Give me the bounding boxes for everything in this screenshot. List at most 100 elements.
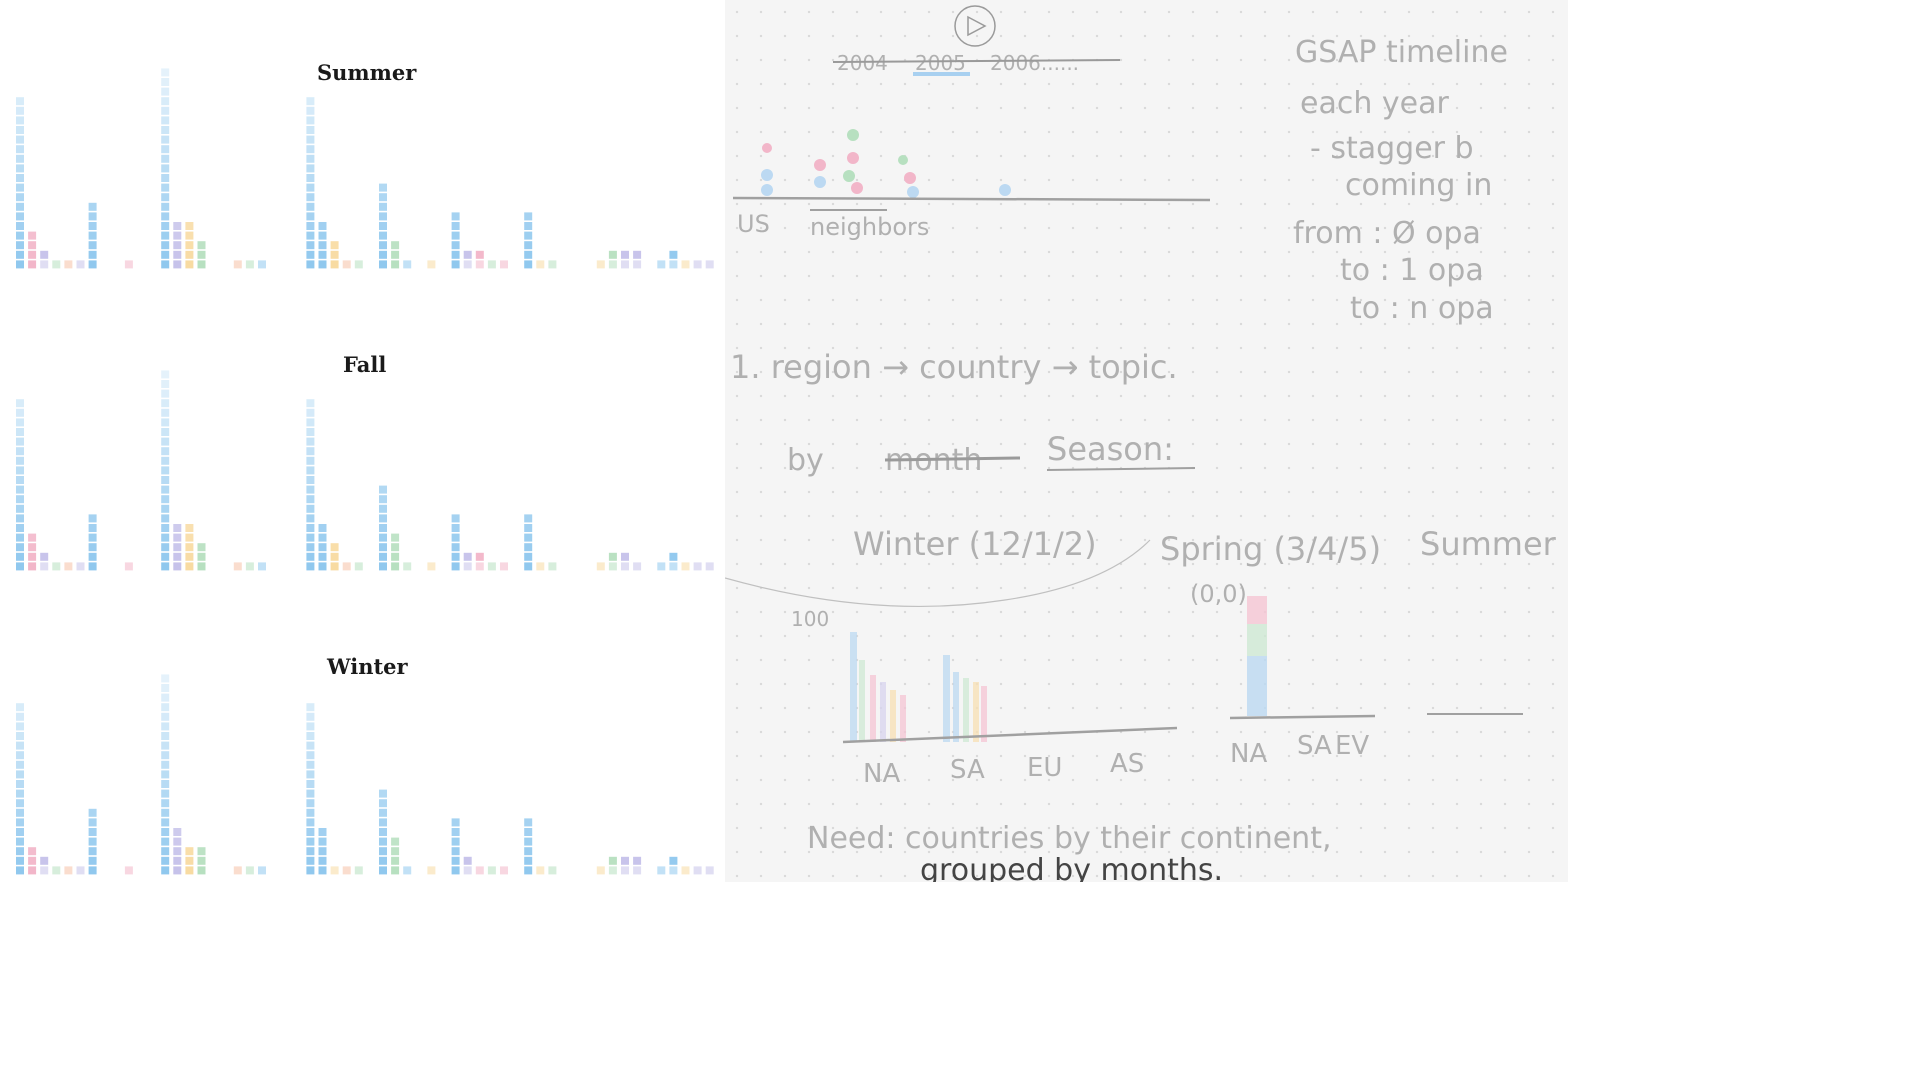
waffle-cell bbox=[185, 533, 194, 542]
sketch-axis-right bbox=[1229, 714, 1376, 720]
waffle-cell bbox=[161, 145, 170, 154]
waffle-cell bbox=[16, 524, 24, 532]
year-2006: 2006...... bbox=[990, 51, 1079, 75]
waffle-cell bbox=[500, 260, 508, 269]
waffle-cell bbox=[161, 847, 170, 856]
waffle-cell bbox=[161, 818, 170, 827]
waffle-cell bbox=[161, 174, 170, 182]
waffle-cell bbox=[379, 837, 387, 846]
waffle-cell bbox=[379, 562, 387, 571]
waffle-cell bbox=[306, 241, 315, 250]
waffle-cell bbox=[88, 552, 97, 561]
waffle-cell bbox=[451, 533, 460, 542]
waffle-cell bbox=[693, 562, 702, 571]
waffle-cell bbox=[52, 562, 61, 571]
waffle-cell bbox=[379, 193, 387, 202]
waffle-cell bbox=[379, 552, 387, 561]
waffle-cell bbox=[88, 514, 97, 523]
waffle-cell bbox=[524, 533, 533, 542]
waffle-cell bbox=[16, 476, 24, 484]
neighbors-label: neighbors bbox=[810, 213, 929, 241]
waffle-cell bbox=[306, 231, 315, 240]
waffle-cell bbox=[633, 866, 642, 875]
waffle-cell bbox=[475, 866, 484, 875]
waffle-cell bbox=[318, 828, 327, 836]
waffle-cell bbox=[161, 712, 170, 721]
waffle-cell bbox=[693, 866, 702, 875]
waffle-cell bbox=[173, 837, 182, 846]
waffle-cell bbox=[306, 495, 315, 504]
waffle-cell bbox=[524, 250, 533, 259]
waffle-cell bbox=[76, 562, 85, 571]
waffle-cell bbox=[318, 250, 327, 259]
origin-note: (0,0) bbox=[1190, 580, 1247, 608]
waffle-cell bbox=[161, 504, 170, 513]
waffle-cell bbox=[306, 97, 315, 106]
waffle-cell bbox=[197, 856, 206, 865]
waffle-cell bbox=[161, 684, 170, 692]
waffle-cell bbox=[608, 562, 617, 571]
waffle-cell bbox=[88, 241, 97, 250]
waffle-cell bbox=[197, 562, 206, 571]
sketch-bars-right bbox=[1247, 596, 1267, 716]
waffle-cell bbox=[16, 543, 24, 552]
waffle-cell bbox=[16, 222, 24, 230]
waffle-cell bbox=[197, 543, 206, 552]
waffle-cell bbox=[185, 231, 194, 240]
waffle-cell bbox=[88, 524, 97, 532]
waffle-cell bbox=[379, 260, 387, 269]
waffle-cell bbox=[306, 703, 315, 712]
waffle-cell bbox=[185, 524, 194, 532]
year-strike-line bbox=[832, 59, 1121, 63]
waffle-cell bbox=[76, 866, 85, 875]
waffle-cell bbox=[391, 562, 400, 571]
waffle-cell bbox=[379, 533, 387, 542]
waffle-cell bbox=[161, 68, 170, 77]
waffle-cell bbox=[306, 818, 315, 827]
waffle-cell bbox=[173, 231, 182, 240]
waffle-cell bbox=[306, 222, 315, 230]
waffle-cell bbox=[161, 799, 170, 808]
waffle-cell bbox=[233, 562, 242, 571]
need-note: Need: countries by their continent, bbox=[807, 821, 1332, 856]
waffle-cell bbox=[306, 780, 315, 788]
waffle-cell bbox=[161, 466, 170, 475]
waffle-cell bbox=[40, 250, 49, 259]
waffle-cell bbox=[487, 866, 496, 875]
winter-chart-svg bbox=[16, 674, 714, 875]
waffle-cell bbox=[379, 866, 387, 875]
waffle-cell bbox=[669, 856, 678, 865]
by-label: by bbox=[787, 443, 824, 478]
waffle-cell bbox=[185, 250, 194, 259]
waffle-cell bbox=[487, 260, 496, 269]
waffle-cell bbox=[633, 250, 642, 259]
waffle-cell bbox=[306, 533, 315, 542]
waffle-cell bbox=[16, 437, 24, 446]
waffle-cell bbox=[16, 231, 24, 240]
summer-note: Summer ( bbox=[1420, 525, 1568, 563]
waffle-cell bbox=[124, 866, 133, 875]
waffle-cell bbox=[258, 562, 266, 571]
waffle-cell bbox=[88, 828, 97, 836]
waffle-cell bbox=[451, 818, 460, 827]
waffle-cell bbox=[161, 164, 170, 173]
waffle-cell bbox=[16, 856, 24, 865]
waffle-cell bbox=[306, 837, 315, 846]
fall-chart: Fall bbox=[0, 302, 725, 602]
waffle-cell bbox=[306, 562, 315, 571]
waffle-cell bbox=[16, 193, 24, 202]
waffle-cell bbox=[379, 847, 387, 856]
waffle-cell bbox=[16, 866, 24, 875]
waffle-cell bbox=[318, 837, 327, 846]
season-charts-area: Summer Fall Winter bbox=[0, 0, 725, 882]
waffle-cell bbox=[318, 847, 327, 856]
waffle-cell bbox=[161, 562, 170, 571]
waffle-cell bbox=[705, 866, 714, 875]
waffle-cell bbox=[354, 260, 363, 269]
fall-title: Fall bbox=[343, 352, 387, 377]
waffle-cell bbox=[306, 808, 315, 817]
waffle-cell bbox=[524, 847, 533, 856]
waffle-cell bbox=[52, 260, 61, 269]
waffle-cell bbox=[161, 732, 170, 740]
waffle-cell bbox=[16, 562, 24, 571]
